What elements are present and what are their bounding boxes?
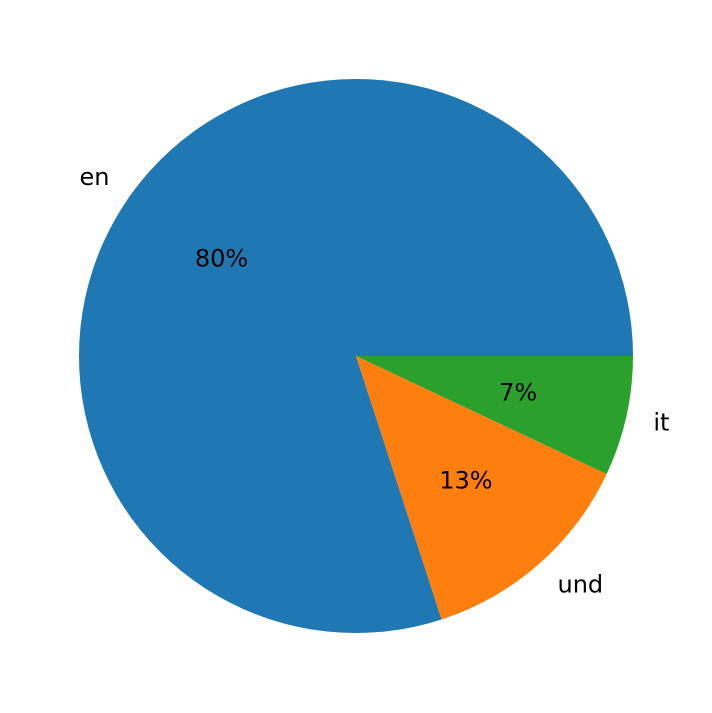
pie-slice-und — [356, 356, 607, 620]
category-label-it: it — [653, 408, 669, 436]
percent-label-en: 80% — [195, 244, 248, 272]
percent-label-it: 7% — [499, 378, 537, 406]
percent-label-und: 13% — [439, 467, 492, 495]
category-label-en: en — [80, 163, 110, 191]
category-label-und: und — [558, 571, 604, 599]
pie-slice-en — [78, 78, 633, 634]
pie-slice-it — [356, 356, 633, 474]
